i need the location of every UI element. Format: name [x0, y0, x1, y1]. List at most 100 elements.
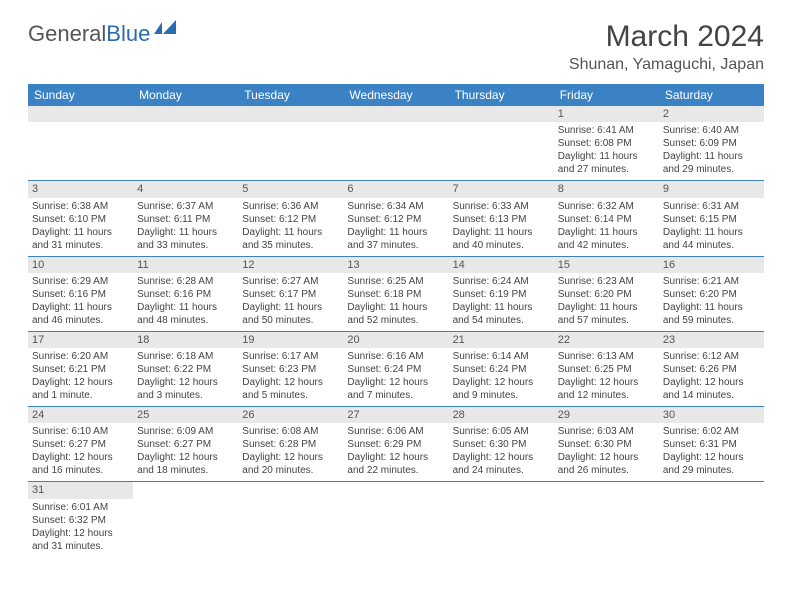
day-header: Thursday [449, 84, 554, 106]
day-number: 10 [28, 257, 133, 273]
cell-sunrise: Sunrise: 6:25 AM [347, 275, 444, 288]
cell-sunrise: Sunrise: 6:28 AM [137, 275, 234, 288]
cell-day1: Daylight: 12 hours [242, 376, 339, 389]
cell-sunrise: Sunrise: 6:21 AM [663, 275, 760, 288]
day-header: Saturday [659, 84, 764, 106]
day-number: 7 [449, 181, 554, 197]
cell-sunset: Sunset: 6:12 PM [242, 213, 339, 226]
cell-day2: and 27 minutes. [558, 163, 655, 176]
calendar-cell: 20Sunrise: 6:16 AMSunset: 6:24 PMDayligh… [343, 331, 448, 406]
day-number-empty [238, 106, 343, 122]
cell-sunrise: Sunrise: 6:09 AM [137, 425, 234, 438]
calendar-row: 1Sunrise: 6:41 AMSunset: 6:08 PMDaylight… [28, 106, 764, 181]
cell-sunrise: Sunrise: 6:08 AM [242, 425, 339, 438]
calendar-cell: 16Sunrise: 6:21 AMSunset: 6:20 PMDayligh… [659, 256, 764, 331]
calendar-cell: 23Sunrise: 6:12 AMSunset: 6:26 PMDayligh… [659, 331, 764, 406]
calendar-table: Sunday Monday Tuesday Wednesday Thursday… [28, 84, 764, 557]
cell-sunrise: Sunrise: 6:16 AM [347, 350, 444, 363]
cell-sunset: Sunset: 6:26 PM [663, 363, 760, 376]
calendar-row: 17Sunrise: 6:20 AMSunset: 6:21 PMDayligh… [28, 331, 764, 406]
cell-sunrise: Sunrise: 6:27 AM [242, 275, 339, 288]
cell-day1: Daylight: 12 hours [32, 376, 129, 389]
cell-day2: and 31 minutes. [32, 239, 129, 252]
day-number: 28 [449, 407, 554, 423]
cell-day1: Daylight: 12 hours [558, 451, 655, 464]
cell-day2: and 1 minute. [32, 389, 129, 402]
calendar-cell [449, 482, 554, 557]
cell-sunset: Sunset: 6:16 PM [32, 288, 129, 301]
calendar-cell: 8Sunrise: 6:32 AMSunset: 6:14 PMDaylight… [554, 181, 659, 256]
cell-day1: Daylight: 11 hours [453, 301, 550, 314]
calendar-cell: 12Sunrise: 6:27 AMSunset: 6:17 PMDayligh… [238, 256, 343, 331]
cell-day2: and 57 minutes. [558, 314, 655, 327]
cell-day2: and 18 minutes. [137, 464, 234, 477]
day-number: 16 [659, 257, 764, 273]
cell-sunrise: Sunrise: 6:13 AM [558, 350, 655, 363]
calendar-cell [238, 482, 343, 557]
day-number: 1 [554, 106, 659, 122]
calendar-cell: 14Sunrise: 6:24 AMSunset: 6:19 PMDayligh… [449, 256, 554, 331]
cell-sunrise: Sunrise: 6:06 AM [347, 425, 444, 438]
calendar-cell: 1Sunrise: 6:41 AMSunset: 6:08 PMDaylight… [554, 106, 659, 181]
cell-day2: and 24 minutes. [453, 464, 550, 477]
cell-sunset: Sunset: 6:24 PM [453, 363, 550, 376]
month-title: March 2024 [569, 20, 764, 54]
cell-day2: and 29 minutes. [663, 464, 760, 477]
day-number: 6 [343, 181, 448, 197]
cell-sunrise: Sunrise: 6:03 AM [558, 425, 655, 438]
cell-sunset: Sunset: 6:28 PM [242, 438, 339, 451]
cell-day1: Daylight: 12 hours [32, 451, 129, 464]
day-number: 24 [28, 407, 133, 423]
day-number: 19 [238, 332, 343, 348]
calendar-cell [343, 482, 448, 557]
cell-sunset: Sunset: 6:22 PM [137, 363, 234, 376]
cell-day1: Daylight: 12 hours [347, 376, 444, 389]
cell-sunrise: Sunrise: 6:37 AM [137, 200, 234, 213]
cell-day1: Daylight: 11 hours [663, 150, 760, 163]
day-header: Sunday [28, 84, 133, 106]
cell-sunset: Sunset: 6:30 PM [453, 438, 550, 451]
calendar-cell: 21Sunrise: 6:14 AMSunset: 6:24 PMDayligh… [449, 331, 554, 406]
cell-sunrise: Sunrise: 6:29 AM [32, 275, 129, 288]
calendar-cell: 11Sunrise: 6:28 AMSunset: 6:16 PMDayligh… [133, 256, 238, 331]
calendar-cell: 29Sunrise: 6:03 AMSunset: 6:30 PMDayligh… [554, 407, 659, 482]
calendar-cell: 27Sunrise: 6:06 AMSunset: 6:29 PMDayligh… [343, 407, 448, 482]
cell-day1: Daylight: 11 hours [242, 226, 339, 239]
cell-sunrise: Sunrise: 6:18 AM [137, 350, 234, 363]
calendar-cell [133, 106, 238, 181]
cell-day1: Daylight: 12 hours [32, 527, 129, 540]
cell-sunrise: Sunrise: 6:14 AM [453, 350, 550, 363]
cell-sunrise: Sunrise: 6:31 AM [663, 200, 760, 213]
cell-sunset: Sunset: 6:12 PM [347, 213, 444, 226]
calendar-cell: 7Sunrise: 6:33 AMSunset: 6:13 PMDaylight… [449, 181, 554, 256]
cell-day1: Daylight: 11 hours [137, 226, 234, 239]
cell-day1: Daylight: 12 hours [558, 376, 655, 389]
calendar-cell: 13Sunrise: 6:25 AMSunset: 6:18 PMDayligh… [343, 256, 448, 331]
cell-day1: Daylight: 12 hours [137, 451, 234, 464]
day-header: Tuesday [238, 84, 343, 106]
calendar-cell: 10Sunrise: 6:29 AMSunset: 6:16 PMDayligh… [28, 256, 133, 331]
calendar-cell [238, 106, 343, 181]
cell-sunrise: Sunrise: 6:34 AM [347, 200, 444, 213]
cell-day1: Daylight: 12 hours [347, 451, 444, 464]
cell-sunrise: Sunrise: 6:38 AM [32, 200, 129, 213]
cell-day1: Daylight: 11 hours [663, 301, 760, 314]
cell-sunrise: Sunrise: 6:10 AM [32, 425, 129, 438]
day-number-empty [28, 106, 133, 122]
cell-sunrise: Sunrise: 6:20 AM [32, 350, 129, 363]
calendar-cell: 30Sunrise: 6:02 AMSunset: 6:31 PMDayligh… [659, 407, 764, 482]
day-number: 11 [133, 257, 238, 273]
day-number: 5 [238, 181, 343, 197]
day-number: 9 [659, 181, 764, 197]
calendar-cell: 19Sunrise: 6:17 AMSunset: 6:23 PMDayligh… [238, 331, 343, 406]
cell-sunset: Sunset: 6:10 PM [32, 213, 129, 226]
cell-sunset: Sunset: 6:24 PM [347, 363, 444, 376]
cell-day2: and 33 minutes. [137, 239, 234, 252]
day-number-empty [343, 106, 448, 122]
cell-sunrise: Sunrise: 6:41 AM [558, 124, 655, 137]
calendar-row: 3Sunrise: 6:38 AMSunset: 6:10 PMDaylight… [28, 181, 764, 256]
cell-sunset: Sunset: 6:19 PM [453, 288, 550, 301]
cell-sunrise: Sunrise: 6:33 AM [453, 200, 550, 213]
cell-day2: and 37 minutes. [347, 239, 444, 252]
cell-day2: and 5 minutes. [242, 389, 339, 402]
